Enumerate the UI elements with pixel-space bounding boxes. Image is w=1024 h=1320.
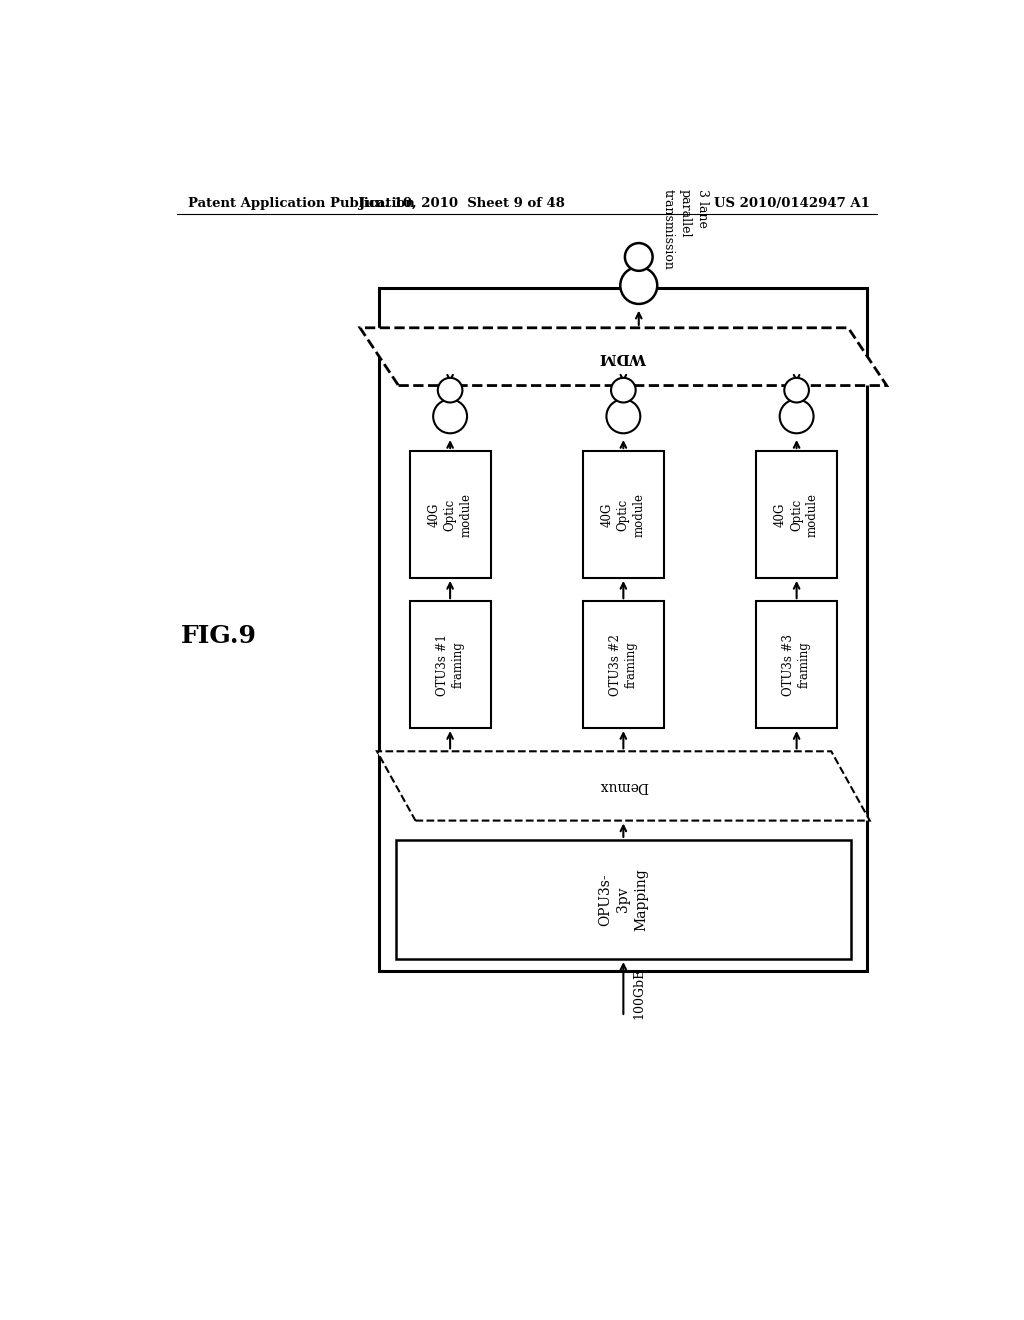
Bar <box>583 601 664 729</box>
Text: OTU3s #1
framing: OTU3s #1 framing <box>435 634 465 696</box>
Bar <box>410 451 490 578</box>
Text: Demux: Demux <box>599 779 648 793</box>
Polygon shape <box>360 327 887 385</box>
Circle shape <box>625 243 652 271</box>
Bar <box>410 601 490 729</box>
Text: 40G
Optic
module: 40G Optic module <box>428 492 473 536</box>
Text: FIG.9: FIG.9 <box>181 624 257 648</box>
Circle shape <box>611 378 636 403</box>
Text: US 2010/0142947 A1: US 2010/0142947 A1 <box>714 197 869 210</box>
Circle shape <box>621 267 657 304</box>
Bar <box>756 601 837 729</box>
Text: OPU3s-
3pv
Mapping: OPU3s- 3pv Mapping <box>598 869 649 931</box>
Circle shape <box>433 400 467 433</box>
Bar <box>583 451 664 578</box>
Text: 40G
Optic
module: 40G Optic module <box>774 492 819 536</box>
Text: OTU3s #3
framing: OTU3s #3 framing <box>782 634 811 696</box>
Text: Jun. 10, 2010  Sheet 9 of 48: Jun. 10, 2010 Sheet 9 of 48 <box>358 197 564 210</box>
Text: 100GbE: 100GbE <box>633 969 645 1019</box>
Text: 3 lane
parallel
transmission: 3 lane parallel transmission <box>662 189 709 271</box>
Text: OTU3s #2
framing: OTU3s #2 framing <box>609 634 638 696</box>
Text: Patent Application Publication: Patent Application Publication <box>188 197 415 210</box>
Text: WDM: WDM <box>600 350 647 364</box>
Circle shape <box>784 378 809 403</box>
Bar <box>396 840 851 960</box>
Bar <box>379 288 867 970</box>
Circle shape <box>779 400 813 433</box>
Text: 40G
Optic
module: 40G Optic module <box>601 492 646 536</box>
Bar <box>756 451 837 578</box>
Polygon shape <box>377 751 869 821</box>
Circle shape <box>606 400 640 433</box>
Circle shape <box>438 378 463 403</box>
